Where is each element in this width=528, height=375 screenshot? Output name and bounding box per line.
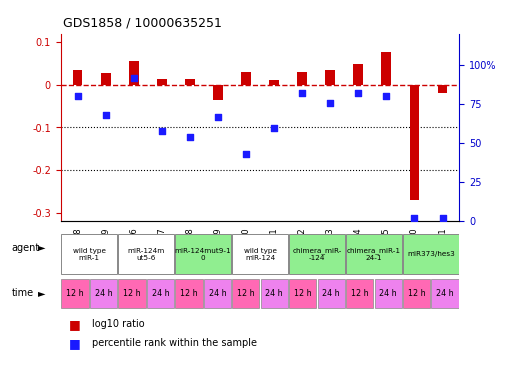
Text: 24 h: 24 h xyxy=(95,289,112,298)
Text: 24 h: 24 h xyxy=(436,289,454,298)
Bar xyxy=(381,52,391,85)
Text: 24 h: 24 h xyxy=(379,289,397,298)
Text: percentile rank within the sample: percentile rank within the sample xyxy=(92,338,258,348)
Bar xyxy=(73,70,82,85)
Text: 12 h: 12 h xyxy=(351,289,369,298)
Text: wild type
miR-1: wild type miR-1 xyxy=(73,248,106,261)
Bar xyxy=(185,80,195,85)
FancyBboxPatch shape xyxy=(175,234,231,274)
Bar xyxy=(213,85,223,100)
Point xyxy=(298,90,306,96)
Point xyxy=(101,112,110,118)
Text: ►: ► xyxy=(38,288,45,298)
Point xyxy=(270,124,278,130)
FancyBboxPatch shape xyxy=(61,234,117,274)
Text: 12 h: 12 h xyxy=(66,289,84,298)
Text: 24 h: 24 h xyxy=(323,289,340,298)
FancyBboxPatch shape xyxy=(374,279,402,308)
FancyBboxPatch shape xyxy=(317,279,345,308)
Bar xyxy=(438,85,447,93)
Point xyxy=(354,90,363,96)
Point xyxy=(157,128,166,134)
Text: ■: ■ xyxy=(69,337,80,350)
FancyBboxPatch shape xyxy=(61,279,89,308)
Text: miR-124mut9-1
0: miR-124mut9-1 0 xyxy=(175,248,231,261)
Text: 12 h: 12 h xyxy=(123,289,141,298)
Text: GDS1858 / 10000635251: GDS1858 / 10000635251 xyxy=(63,17,222,30)
FancyBboxPatch shape xyxy=(118,234,174,274)
FancyBboxPatch shape xyxy=(346,234,402,274)
FancyBboxPatch shape xyxy=(346,279,373,308)
Text: chimera_miR-
-124: chimera_miR- -124 xyxy=(293,247,342,261)
FancyBboxPatch shape xyxy=(289,234,345,274)
Text: time: time xyxy=(12,288,34,298)
Text: ►: ► xyxy=(38,243,45,253)
Text: ■: ■ xyxy=(69,318,80,331)
Text: chimera_miR-1
24-1: chimera_miR-1 24-1 xyxy=(347,247,401,261)
Text: 12 h: 12 h xyxy=(408,289,426,298)
Point xyxy=(242,151,250,157)
Text: miR373/hes3: miR373/hes3 xyxy=(407,251,455,257)
Text: 24 h: 24 h xyxy=(266,289,283,298)
FancyBboxPatch shape xyxy=(232,234,288,274)
FancyBboxPatch shape xyxy=(90,279,117,308)
Text: 12 h: 12 h xyxy=(237,289,254,298)
Point xyxy=(186,134,194,140)
Point xyxy=(326,99,334,105)
Point xyxy=(438,215,447,221)
Text: log10 ratio: log10 ratio xyxy=(92,320,145,329)
Point xyxy=(382,93,391,99)
Text: 12 h: 12 h xyxy=(180,289,197,298)
FancyBboxPatch shape xyxy=(232,279,259,308)
Point xyxy=(73,93,82,99)
Bar xyxy=(157,80,167,85)
FancyBboxPatch shape xyxy=(175,279,203,308)
Text: 24 h: 24 h xyxy=(209,289,226,298)
Text: 24 h: 24 h xyxy=(152,289,169,298)
Point xyxy=(129,75,138,81)
FancyBboxPatch shape xyxy=(403,279,430,308)
FancyBboxPatch shape xyxy=(431,279,459,308)
Text: miR-124m
ut5-6: miR-124m ut5-6 xyxy=(128,248,165,261)
Text: agent: agent xyxy=(12,243,40,253)
Bar xyxy=(129,62,139,85)
Bar xyxy=(269,80,279,85)
Point xyxy=(410,215,419,221)
Bar xyxy=(410,85,419,200)
FancyBboxPatch shape xyxy=(147,279,174,308)
Bar xyxy=(353,64,363,85)
Bar xyxy=(241,72,251,85)
FancyBboxPatch shape xyxy=(118,279,146,308)
FancyBboxPatch shape xyxy=(261,279,288,308)
Bar xyxy=(101,74,110,85)
Point xyxy=(214,114,222,120)
Bar xyxy=(325,70,335,85)
FancyBboxPatch shape xyxy=(403,234,459,274)
Text: wild type
miR-124: wild type miR-124 xyxy=(243,248,277,261)
FancyBboxPatch shape xyxy=(289,279,316,308)
Text: 12 h: 12 h xyxy=(294,289,312,298)
Bar xyxy=(297,72,307,85)
FancyBboxPatch shape xyxy=(204,279,231,308)
